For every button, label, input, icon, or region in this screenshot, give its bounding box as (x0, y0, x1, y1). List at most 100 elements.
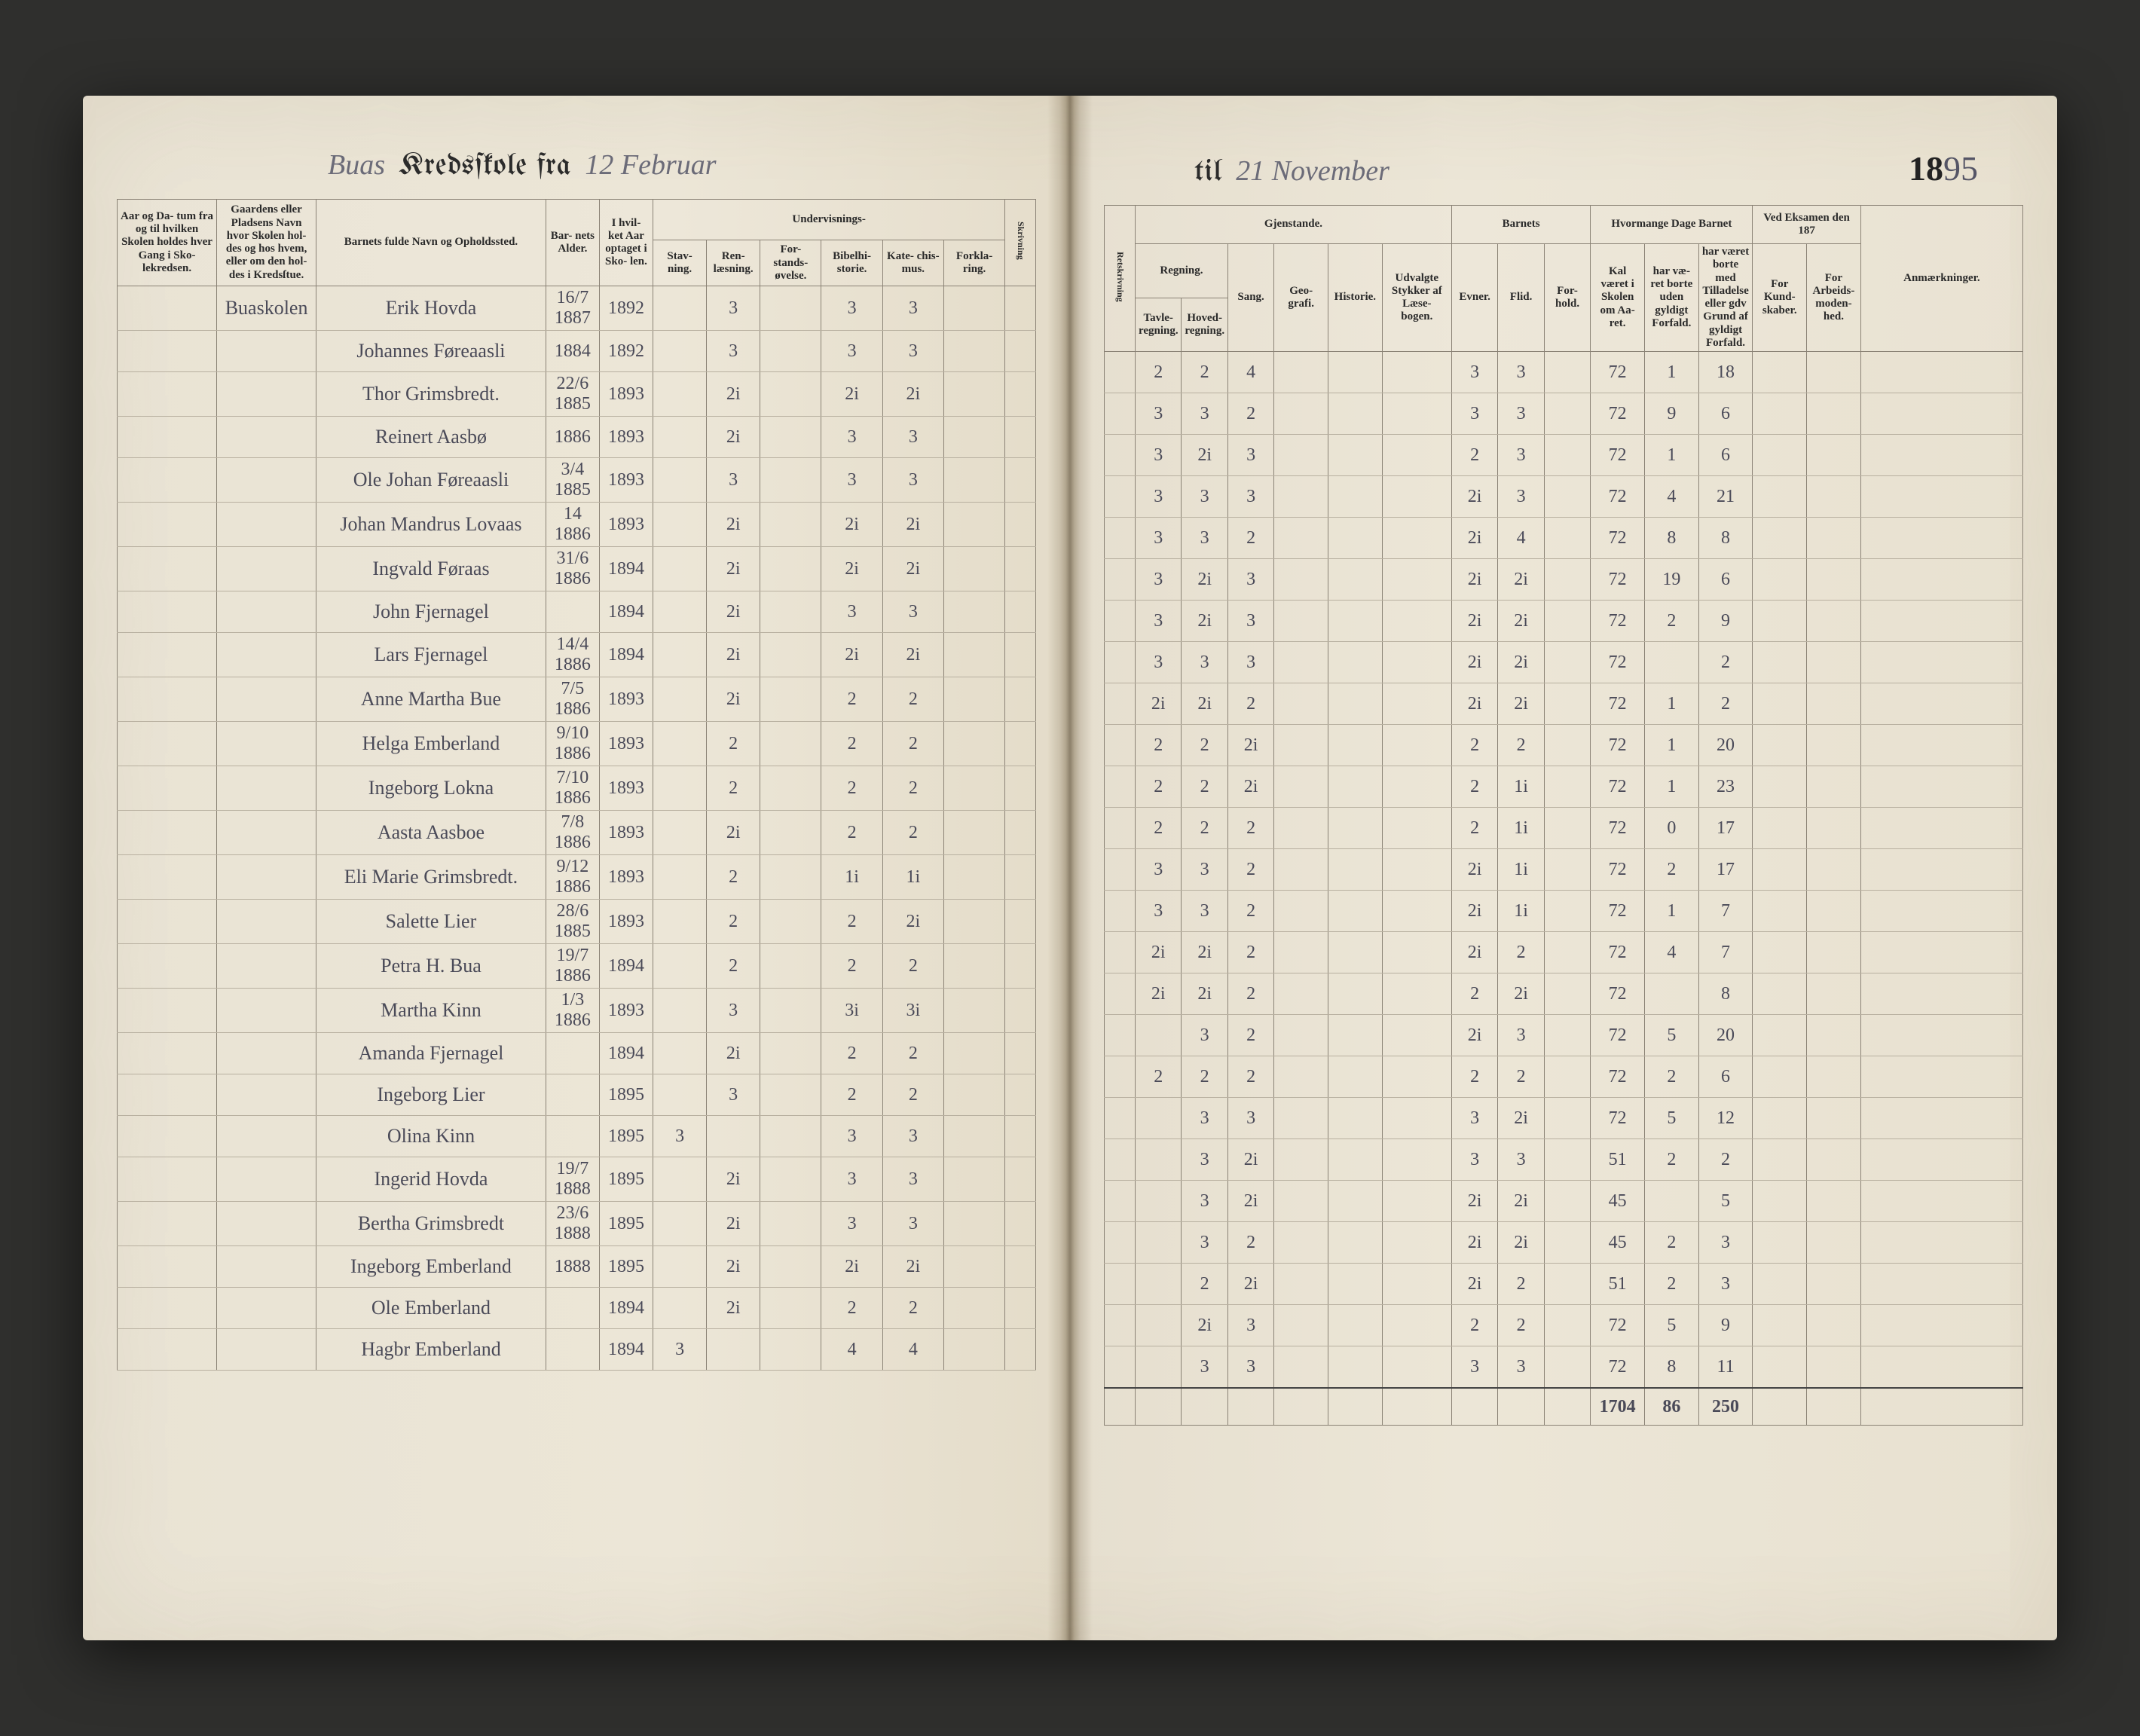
cell (707, 1329, 760, 1371)
cell (1753, 1264, 1807, 1305)
cell: 2 (707, 900, 760, 944)
cell (1005, 1202, 1036, 1246)
cell: 2i (1182, 973, 1227, 1015)
cell (1753, 518, 1807, 559)
cell: Bertha Grimsbredt (316, 1202, 546, 1246)
cell (1544, 518, 1590, 559)
cell: 23 (1698, 766, 1753, 808)
cell: 2 (882, 1033, 943, 1074)
cell: 2 (707, 722, 760, 766)
cell: Anne Martha Bue (316, 677, 546, 722)
cell (1005, 989, 1036, 1033)
cell (943, 1074, 1004, 1116)
cell: 7 (1698, 932, 1753, 973)
cell: John Fjernagel (316, 591, 546, 633)
cell (118, 677, 217, 722)
cell: Ingeborg Lokna (316, 766, 546, 811)
cell: 2 (1135, 1056, 1181, 1098)
cell (1105, 1346, 1136, 1389)
cell: 2 (1451, 1056, 1497, 1098)
table-row: BuaskolenErik Hovda16/7 18871892333 (118, 286, 1036, 331)
cell (760, 1033, 821, 1074)
cell: 2 (1451, 973, 1497, 1015)
cell: 22/6 1885 (546, 372, 599, 417)
cell (760, 1157, 821, 1202)
table-row: Anne Martha Bue7/5 188618932i22 (118, 677, 1036, 722)
cell (1544, 1181, 1590, 1222)
cell: 2 (1644, 601, 1698, 642)
cell (760, 677, 821, 722)
cell: 2 (1182, 1264, 1227, 1305)
cell: 2i (1498, 1098, 1544, 1139)
cell (1753, 973, 1807, 1015)
cell (1860, 849, 2022, 891)
cell: 2 (1451, 725, 1497, 766)
cell (1860, 518, 2022, 559)
cell: Ingvald Føraas (316, 547, 546, 591)
cell: 72 (1591, 1015, 1645, 1056)
cell: 3 (821, 286, 882, 331)
cell: 1 (1644, 352, 1698, 393)
cell: 3 (882, 331, 943, 372)
cell (653, 547, 707, 591)
cell (1274, 476, 1328, 518)
cell: 2i (1451, 476, 1497, 518)
cell: 2 (1227, 932, 1273, 973)
cell (1860, 1346, 2022, 1389)
cell: 2 (1698, 683, 1753, 725)
cell: 2 (821, 1074, 882, 1116)
cell: 3 (707, 458, 760, 503)
cell: Aasta Aasboe (316, 811, 546, 855)
left-page: Buas Kredsſkole fra 12 Februar Aar og Da… (83, 96, 1070, 1640)
table-row: 3322i47288 (1105, 518, 2023, 559)
cell (1807, 601, 1861, 642)
cell (1005, 1074, 1036, 1116)
cell (653, 1246, 707, 1288)
cell (1544, 435, 1590, 476)
cell: 2i (1498, 601, 1544, 642)
cell: 2 (1698, 1139, 1753, 1181)
cell (1105, 642, 1136, 683)
cell (1807, 808, 1861, 849)
cell: 1i (1498, 891, 1544, 932)
hdr-forklaring: Forkla- ring. (943, 240, 1004, 286)
cell (1544, 1015, 1590, 1056)
cell (1328, 849, 1383, 891)
cell (1135, 1388, 1181, 1426)
cell (943, 944, 1004, 989)
cell (1807, 435, 1861, 476)
cell: 0 (1644, 808, 1698, 849)
cell: 2 (1182, 808, 1227, 849)
cell (943, 1288, 1004, 1329)
table-row: Ingerid Hovda19/7 188818952i33 (118, 1157, 1036, 1202)
cell (1105, 891, 1136, 932)
cell (546, 1033, 599, 1074)
cell: 1i (1498, 849, 1544, 891)
cell (1328, 559, 1383, 601)
cell (217, 1329, 316, 1371)
cell (1382, 1015, 1451, 1056)
cell: 3 (1182, 849, 1227, 891)
cell: 1894 (599, 1033, 653, 1074)
right-title-line: til 21 November 1895 (1104, 148, 2023, 188)
left-thead: Aar og Da- tum fra og til hvilken Skolen… (118, 200, 1036, 286)
cell (760, 458, 821, 503)
cell (1005, 591, 1036, 633)
cell: 3 (1451, 1139, 1497, 1181)
cell (1544, 849, 1590, 891)
cell (1860, 932, 2022, 973)
cell (1807, 1056, 1861, 1098)
cell: 3 (707, 989, 760, 1033)
cell: 2 (882, 722, 943, 766)
cell: 3 (1182, 1181, 1227, 1222)
cell: 2i (1182, 1305, 1227, 1346)
cell: 19/7 1888 (546, 1157, 599, 1202)
cell (1382, 559, 1451, 601)
cell (1105, 1222, 1136, 1264)
hdr-kate: Kate- chis- mus. (882, 240, 943, 286)
cell: 3 (882, 458, 943, 503)
cell (1860, 683, 2022, 725)
hdr-forstand: For- stands- øvelse. (760, 240, 821, 286)
table-row: Reinert Aasbø188618932i33 (118, 417, 1036, 458)
cell (1328, 352, 1383, 393)
